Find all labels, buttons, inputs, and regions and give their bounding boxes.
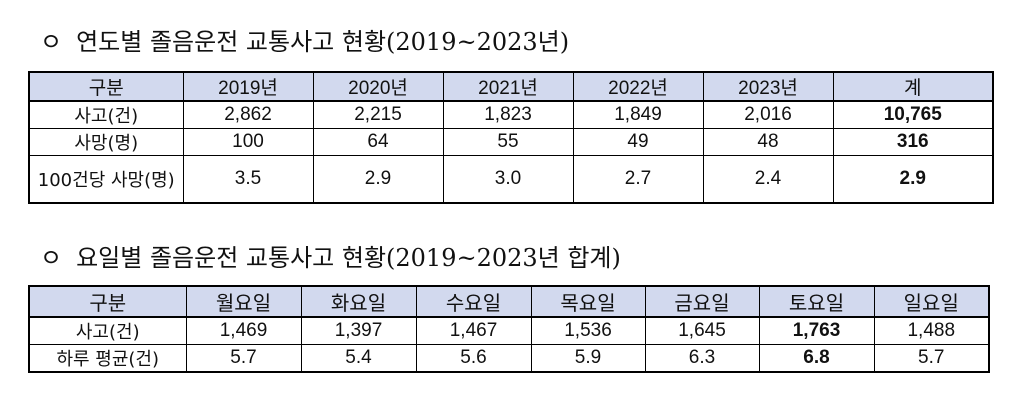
table-cell: 1,645 bbox=[644, 316, 760, 345]
header-cell: 2023년 bbox=[702, 71, 834, 102]
row-label: 100건당 사망(명) bbox=[28, 155, 184, 204]
header-cell: 일요일 bbox=[873, 285, 990, 318]
table-cell: 2,862 bbox=[182, 100, 314, 129]
table-cell: 1,849 bbox=[572, 100, 704, 129]
table-cell: 6.3 bbox=[644, 344, 760, 373]
table-cell: 5.9 bbox=[530, 344, 646, 373]
section-title-text: 요일별 졸음운전 교통사고 현황(2019~2023년 합계) bbox=[76, 244, 621, 272]
header-cell: 2020년 bbox=[312, 71, 444, 102]
table-cell: 2.7 bbox=[572, 155, 704, 204]
table-cell: 5.4 bbox=[300, 344, 417, 373]
header-cell: 월요일 bbox=[185, 285, 302, 318]
table-row: 사망(명) 100 64 55 49 48 316 bbox=[28, 128, 994, 156]
table-cell: 1,469 bbox=[185, 316, 302, 345]
table-cell: 49 bbox=[572, 128, 704, 156]
table-cell: 1,397 bbox=[300, 316, 417, 345]
header-cell: 화요일 bbox=[300, 285, 417, 318]
table-cell: 55 bbox=[442, 128, 574, 156]
table-cell: 100 bbox=[182, 128, 314, 156]
header-cell: 계 bbox=[832, 71, 994, 102]
table-header-row: 구분 월요일 화요일 수요일 목요일 금요일 토요일 일요일 bbox=[28, 285, 990, 318]
yearly-accident-table: 구분 2019년 2020년 2021년 2022년 2023년 계 사고(건)… bbox=[28, 71, 994, 204]
table-header-row: 구분 2019년 2020년 2021년 2022년 2023년 계 bbox=[28, 71, 994, 102]
table-cell: 2.9 bbox=[312, 155, 444, 204]
table-cell: 2.4 bbox=[702, 155, 834, 204]
table-cell: 5.6 bbox=[415, 344, 532, 373]
table-cell: 64 bbox=[312, 128, 444, 156]
table-row: 하루 평균(건) 5.7 5.4 5.6 5.9 6.3 6.8 5.7 bbox=[28, 344, 990, 373]
header-cell: 2019년 bbox=[182, 71, 314, 102]
header-cell: 금요일 bbox=[644, 285, 760, 318]
row-label: 사고(건) bbox=[28, 100, 184, 129]
table-cell: 3.0 bbox=[442, 155, 574, 204]
row-label: 사고(건) bbox=[28, 316, 187, 345]
header-cell: 수요일 bbox=[415, 285, 532, 318]
row-label: 하루 평균(건) bbox=[28, 344, 187, 373]
table-row: 100건당 사망(명) 3.5 2.9 3.0 2.7 2.4 2.9 bbox=[28, 155, 994, 204]
header-cell: 구분 bbox=[28, 285, 187, 318]
table-cell: 1,823 bbox=[442, 100, 574, 129]
table-cell: 1,488 bbox=[873, 316, 990, 345]
bullet-marker: ㅇ bbox=[40, 244, 63, 272]
header-cell: 구분 bbox=[28, 71, 184, 102]
header-cell: 2021년 bbox=[442, 71, 574, 102]
section-title-yearly: ㅇ 연도별 졸음운전 교통사고 현황(2019~2023년) bbox=[40, 27, 569, 57]
table-cell: 48 bbox=[702, 128, 834, 156]
header-cell: 토요일 bbox=[758, 285, 875, 318]
total-cell: 10,765 bbox=[832, 100, 994, 129]
section-title-weekday: ㅇ 요일별 졸음운전 교통사고 현황(2019~2023년 합계) bbox=[40, 243, 621, 273]
table-cell: 1,536 bbox=[530, 316, 646, 345]
table-cell: 5.7 bbox=[185, 344, 302, 373]
table-cell: 3.5 bbox=[182, 155, 314, 204]
table-row: 사고(건) 1,469 1,397 1,467 1,536 1,645 1,76… bbox=[28, 316, 990, 345]
weekday-accident-table: 구분 월요일 화요일 수요일 목요일 금요일 토요일 일요일 사고(건) 1,4… bbox=[28, 285, 990, 373]
header-cell: 목요일 bbox=[530, 285, 646, 318]
table-cell: 1,467 bbox=[415, 316, 532, 345]
table-cell-highlight: 6.8 bbox=[758, 344, 875, 373]
table-cell: 5.7 bbox=[873, 344, 990, 373]
total-cell: 2.9 bbox=[832, 155, 994, 204]
section-title-text: 연도별 졸음운전 교통사고 현황(2019~2023년) bbox=[76, 28, 570, 56]
bullet-marker: ㅇ bbox=[40, 28, 63, 56]
table-cell-highlight: 1,763 bbox=[758, 316, 875, 345]
row-label: 사망(명) bbox=[28, 128, 184, 156]
table-row: 사고(건) 2,862 2,215 1,823 1,849 2,016 10,7… bbox=[28, 100, 994, 129]
table-cell: 2,016 bbox=[702, 100, 834, 129]
table-cell: 2,215 bbox=[312, 100, 444, 129]
total-cell: 316 bbox=[832, 128, 994, 156]
header-cell: 2022년 bbox=[572, 71, 704, 102]
